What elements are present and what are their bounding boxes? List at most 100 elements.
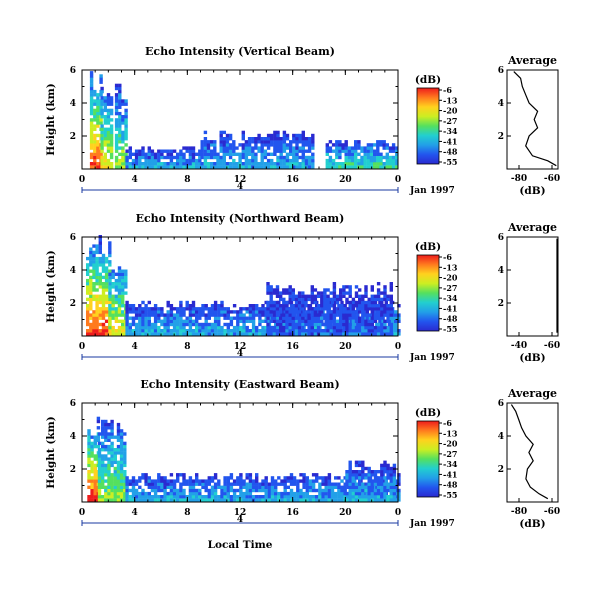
- echo-cell: [329, 332, 333, 336]
- echo-cell: [163, 149, 167, 153]
- echo-cell: [223, 479, 227, 483]
- x-tick-label: 4: [132, 342, 138, 352]
- echo-cell: [364, 476, 368, 480]
- echo-cell: [138, 158, 142, 163]
- echo-cell: [350, 165, 355, 169]
- echo-cell: [87, 444, 91, 449]
- echo-cell: [329, 310, 333, 314]
- echo-cell: [245, 325, 249, 330]
- echo-cell: [327, 473, 332, 477]
- echo-cell: [285, 165, 290, 169]
- echo-cell: [320, 307, 324, 311]
- echo-cell: [185, 300, 189, 305]
- echo-cell: [365, 316, 369, 320]
- echo-cell: [89, 316, 93, 320]
- echo-cell: [107, 426, 111, 430]
- echo-cell: [223, 310, 227, 314]
- echo-cell: [166, 300, 170, 305]
- echo-cell: [364, 319, 368, 323]
- echo-cell: [351, 319, 356, 323]
- echo-cell: [238, 143, 242, 147]
- x-tick-label: 16: [286, 342, 299, 352]
- echo-cell: [111, 282, 115, 286]
- colorbar-tick-label: -41: [443, 136, 457, 146]
- colorbar-tick-label: -34: [443, 126, 458, 136]
- echo-cell: [275, 285, 280, 289]
- echo-region: [86, 235, 112, 336]
- echo-cell: [395, 149, 399, 153]
- echo-cell: [92, 313, 96, 317]
- echo-cell: [217, 495, 221, 499]
- echo-cell: [289, 165, 293, 169]
- echo-cell: [104, 422, 108, 427]
- echo-cell: [166, 165, 170, 169]
- echo-cell: [95, 304, 99, 308]
- echo-cell: [96, 419, 101, 424]
- echo-cell: [109, 149, 114, 153]
- echo-cell: [326, 329, 330, 333]
- echo-cell: [232, 329, 237, 333]
- echo-cell: [358, 476, 362, 480]
- echo-cell: [220, 310, 224, 314]
- echo-cell: [150, 498, 155, 502]
- echo-cell: [261, 332, 265, 336]
- echo-cell: [276, 155, 280, 160]
- echo-cell: [113, 479, 117, 483]
- echo-cell: [188, 162, 193, 166]
- echo-cell: [108, 275, 112, 280]
- echo-cell: [380, 473, 384, 477]
- echo-cell: [348, 485, 352, 489]
- echo-cell: [182, 488, 186, 493]
- echo-cell: [380, 310, 384, 314]
- echo-cell: [340, 485, 344, 489]
- echo-cell: [239, 479, 243, 483]
- echo-cell: [195, 165, 199, 169]
- echo-cell: [348, 498, 352, 502]
- echo-cell: [114, 329, 119, 333]
- echo-cell: [103, 127, 107, 131]
- echo-cell: [98, 310, 102, 314]
- echo-cell: [90, 466, 94, 471]
- echo-cell: [334, 495, 338, 499]
- echo-cell: [394, 329, 398, 333]
- echo-cell: [220, 498, 224, 502]
- echo-cell: [226, 488, 230, 493]
- echo-cell: [188, 329, 193, 333]
- echo-cell: [328, 149, 333, 153]
- echo-cell: [131, 158, 136, 163]
- echo-cell: [166, 329, 170, 333]
- echo-cell: [125, 488, 129, 493]
- echo-cell: [329, 319, 333, 323]
- echo-cell: [117, 304, 122, 308]
- echo-cell: [292, 307, 297, 311]
- echo-cell: [101, 479, 105, 483]
- echo-cell: [100, 108, 104, 113]
- echo-cell: [329, 313, 333, 317]
- echo-cell: [185, 329, 189, 333]
- echo-cell: [87, 432, 91, 436]
- echo-cell: [332, 307, 337, 311]
- echo-cell: [113, 435, 117, 439]
- echo-cell: [376, 470, 381, 474]
- echo-cell: [370, 479, 374, 483]
- echo-cell: [111, 269, 115, 273]
- echo-cell: [258, 482, 262, 486]
- echo-cell: [232, 152, 236, 156]
- echo-cell: [160, 479, 164, 483]
- echo-cell: [222, 143, 226, 147]
- echo-cell: [138, 485, 142, 489]
- echo-cell: [89, 102, 94, 106]
- echo-cell: [385, 146, 389, 150]
- echo-cell: [95, 250, 99, 255]
- echo-cell: [327, 485, 332, 489]
- echo-cell: [179, 325, 183, 330]
- echo-cell: [90, 463, 94, 468]
- echo-cell: [141, 322, 145, 327]
- echo-cell: [163, 165, 167, 169]
- echo-cell: [153, 155, 158, 160]
- echo-cell: [340, 495, 344, 499]
- echo-cell: [166, 491, 170, 496]
- echo-cell: [110, 444, 114, 449]
- echo-cell: [114, 155, 119, 160]
- echo-cell: [198, 158, 202, 163]
